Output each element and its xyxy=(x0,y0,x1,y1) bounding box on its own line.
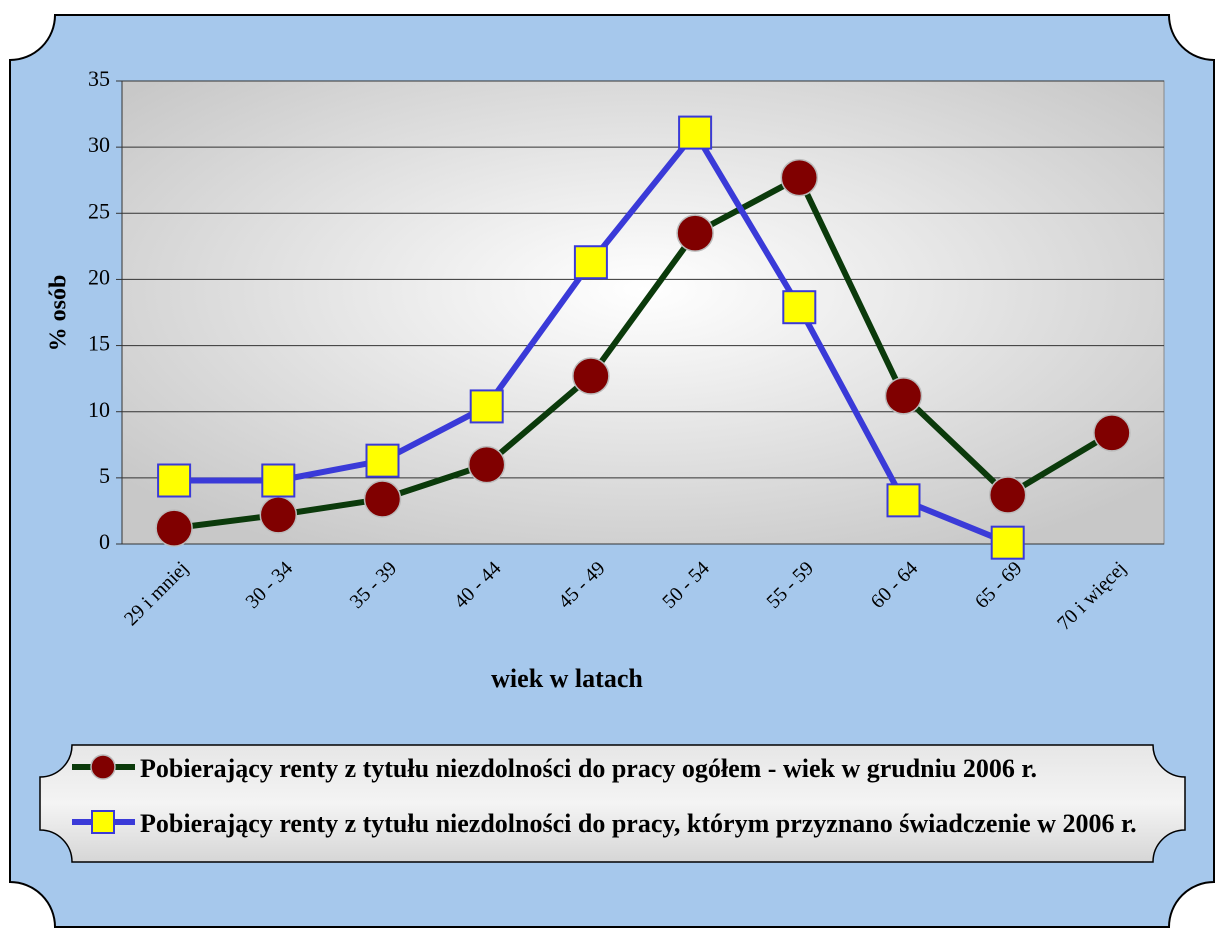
data-point xyxy=(573,245,608,280)
y-tick-label: 10 xyxy=(88,397,110,422)
data-point xyxy=(780,158,819,197)
data-point xyxy=(469,389,504,424)
data-point xyxy=(365,443,400,478)
legend-label: Pobierający renty z tytułu niezdolności … xyxy=(140,754,1037,783)
legend-marker xyxy=(91,810,115,834)
x-axis-label: wiek w latach xyxy=(491,664,643,693)
data-point xyxy=(467,445,506,484)
data-point xyxy=(676,214,714,252)
plot-area xyxy=(121,80,1165,545)
data-point xyxy=(155,509,193,547)
series-line xyxy=(173,174,1114,532)
legend-box xyxy=(39,744,1186,863)
data-point xyxy=(261,463,296,498)
data-point xyxy=(886,483,921,518)
data-point xyxy=(157,463,192,498)
y-tick-label: 25 xyxy=(88,198,110,223)
y-tick-label: 5 xyxy=(99,463,110,488)
legend-marker xyxy=(90,754,116,780)
legend-label: Pobierający renty z tytułu niezdolności … xyxy=(140,809,1137,838)
data-point xyxy=(678,115,713,150)
data-point xyxy=(990,525,1025,560)
y-axis-label: % osób xyxy=(46,275,72,352)
data-point xyxy=(259,496,298,534)
data-point xyxy=(988,476,1027,514)
data-point xyxy=(1093,414,1131,452)
data-point xyxy=(884,377,923,415)
y-tick-label: 20 xyxy=(88,264,110,289)
data-point xyxy=(782,290,817,325)
data-point xyxy=(363,480,402,518)
y-tick-label: 30 xyxy=(88,132,110,157)
data-point xyxy=(572,357,610,395)
y-tick-label: 15 xyxy=(88,331,110,356)
y-tick-label: 35 xyxy=(88,66,110,91)
y-tick-label: 0 xyxy=(99,529,110,554)
